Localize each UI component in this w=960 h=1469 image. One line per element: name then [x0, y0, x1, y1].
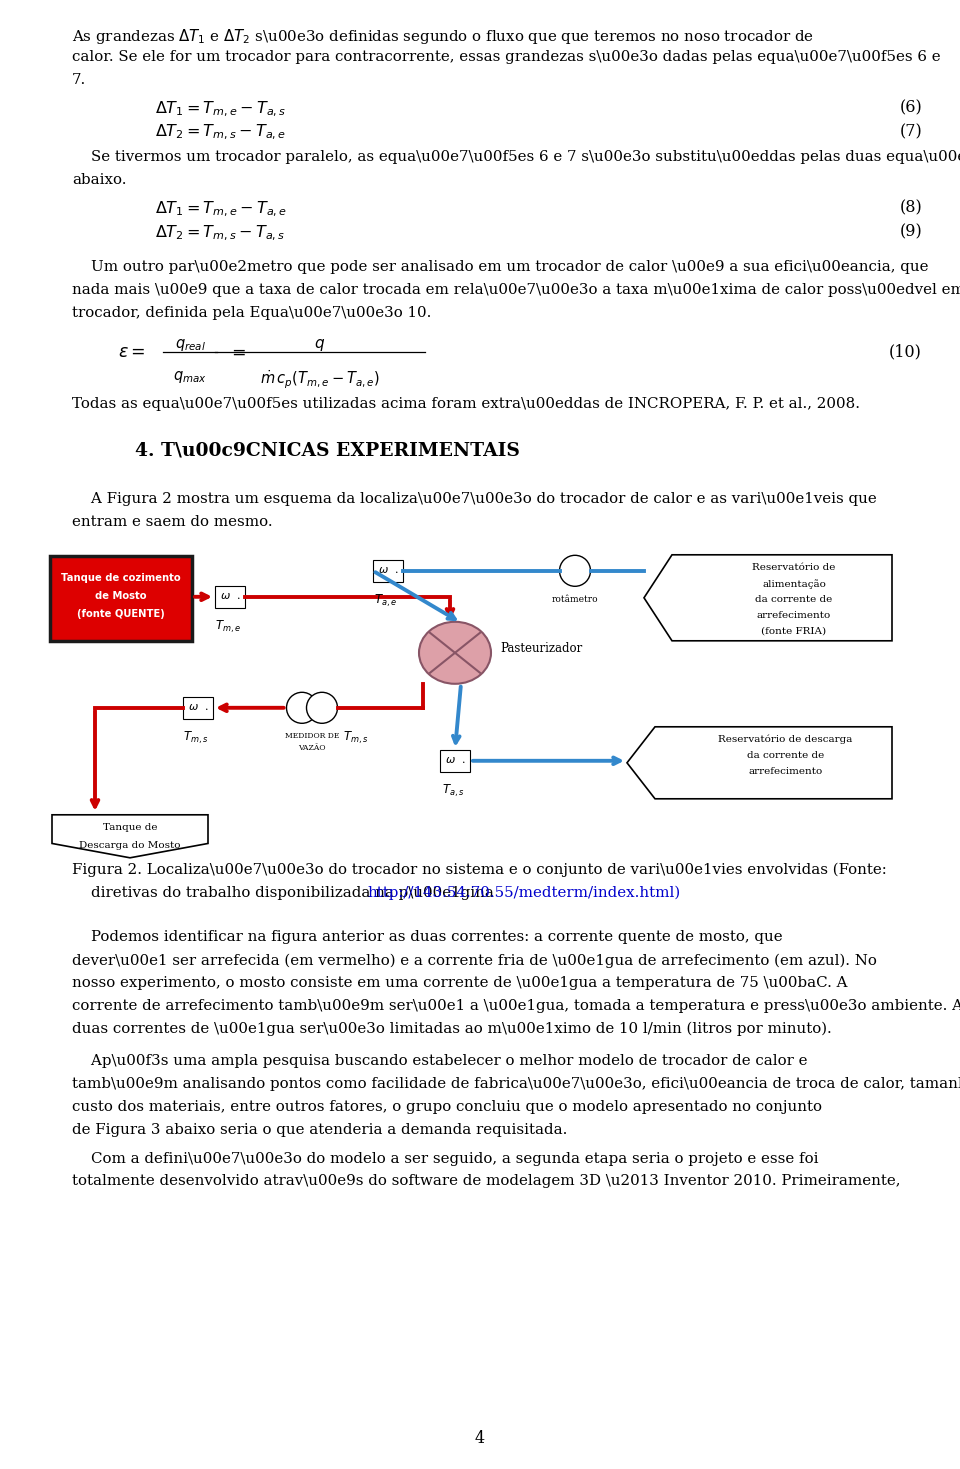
Text: A Figura 2 mostra um esquema da localiza\u00e7\u00e3o do trocador de calor e as : A Figura 2 mostra um esquema da localiza… — [72, 492, 876, 507]
Text: $q$: $q$ — [315, 336, 325, 353]
Text: $T_{a,s}$: $T_{a,s}$ — [442, 783, 465, 799]
Text: $T_{m,s}$: $T_{m,s}$ — [344, 730, 369, 746]
Text: $\omega$  .: $\omega$ . — [444, 755, 466, 765]
Text: (10): (10) — [889, 344, 922, 360]
Text: $=$: $=$ — [228, 344, 246, 360]
Text: http://143.54.70.55/medterm/index.html): http://143.54.70.55/medterm/index.html) — [367, 886, 680, 900]
Text: Reservatório de: Reservatório de — [753, 563, 836, 571]
Text: Reservatório de descarga: Reservatório de descarga — [718, 734, 852, 745]
Text: da corrente de: da corrente de — [747, 751, 824, 759]
Text: calor. Se ele for um trocador para contracorrente, essas grandezas s\u00e3o dada: calor. Se ele for um trocador para contr… — [72, 50, 941, 63]
Text: Podemos identificar na figura anterior as duas correntes: a corrente quente de m: Podemos identificar na figura anterior a… — [72, 930, 782, 945]
Text: MEDIDOR DE: MEDIDOR DE — [285, 732, 339, 740]
Text: $\omega$  .: $\omega$ . — [220, 592, 240, 601]
Text: 4. T\u00c9CNICAS EXPERIMENTAIS: 4. T\u00c9CNICAS EXPERIMENTAIS — [135, 441, 520, 460]
FancyBboxPatch shape — [183, 696, 213, 718]
Text: Com a defini\u00e7\u00e3o do modelo a ser seguido, a segunda etapa seria o proje: Com a defini\u00e7\u00e3o do modelo a se… — [72, 1152, 819, 1165]
Text: Tanque de: Tanque de — [103, 823, 157, 831]
Text: abaixo.: abaixo. — [72, 173, 127, 187]
Text: $q_{real}$: $q_{real}$ — [175, 336, 205, 353]
Polygon shape — [52, 815, 208, 858]
Text: Tanque de cozimento: Tanque de cozimento — [61, 573, 180, 583]
Text: (9): (9) — [900, 223, 922, 241]
Text: corrente de arrefecimento tamb\u00e9m ser\u00e1 a \u00e1gua, tomada a temperatur: corrente de arrefecimento tamb\u00e9m se… — [72, 999, 960, 1012]
Text: Ap\u00f3s uma ampla pesquisa buscando estabelecer o melhor modelo de trocador de: Ap\u00f3s uma ampla pesquisa buscando es… — [72, 1055, 807, 1068]
Text: alimentação: alimentação — [762, 579, 826, 589]
Circle shape — [560, 555, 590, 586]
Text: nada mais \u00e9 que a taxa de calor trocada em rela\u00e7\u00e3o a taxa m\u00e1: nada mais \u00e9 que a taxa de calor tro… — [72, 284, 960, 297]
Text: duas correntes de \u00e1gua ser\u00e3o limitadas ao m\u00e1ximo de 10 l/min (lit: duas correntes de \u00e1gua ser\u00e3o l… — [72, 1021, 831, 1036]
Text: Descarga do Mosto: Descarga do Mosto — [80, 840, 180, 849]
Text: $T_{m,e}$: $T_{m,e}$ — [215, 618, 241, 635]
Ellipse shape — [419, 621, 491, 683]
Polygon shape — [644, 555, 892, 640]
Text: $\omega$  .: $\omega$ . — [377, 566, 398, 576]
Text: Pasteurizador: Pasteurizador — [500, 642, 583, 655]
Text: (8): (8) — [900, 200, 922, 216]
Text: de Mosto: de Mosto — [95, 591, 147, 601]
Text: $\Delta T_2 = T_{m,s} - T_{a,s}$: $\Delta T_2 = T_{m,s} - T_{a,s}$ — [155, 223, 285, 242]
Text: totalmente desenvolvido atrav\u00e9s do software de modelagem 3D \u2013 Inventor: totalmente desenvolvido atrav\u00e9s do … — [72, 1174, 900, 1188]
Text: custo dos materiais, entre outros fatores, o grupo concluiu que o modelo apresen: custo dos materiais, entre outros fatore… — [72, 1100, 822, 1114]
Circle shape — [286, 692, 318, 723]
Text: $T_{a,e}$: $T_{a,e}$ — [374, 593, 397, 610]
Text: de Figura 3 abaixo seria o que atenderia a demanda requisitada.: de Figura 3 abaixo seria o que atenderia… — [72, 1122, 567, 1137]
Text: arrefecimento: arrefecimento — [749, 767, 823, 776]
Text: As grandezas $\Delta T_1$ e $\Delta T_2$ s\u00e3o definidas segundo o fluxo que : As grandezas $\Delta T_1$ e $\Delta T_2$… — [72, 26, 814, 46]
Text: $\varepsilon =$: $\varepsilon =$ — [118, 344, 146, 360]
Text: Todas as equa\u00e7\u00f5es utilizadas acima foram extra\u00eddas de INCROPERA, : Todas as equa\u00e7\u00f5es utilizadas a… — [72, 397, 860, 411]
Text: trocador, definida pela Equa\u00e7\u00e3o 10.: trocador, definida pela Equa\u00e7\u00e3… — [72, 306, 431, 320]
Text: arrefecimento: arrefecimento — [756, 611, 831, 620]
Text: (fonte FRIA): (fonte FRIA) — [761, 627, 827, 636]
Text: dever\u00e1 ser arrefecida (em vermelho) e a corrente fria de \u00e1gua de arref: dever\u00e1 ser arrefecida (em vermelho)… — [72, 953, 876, 968]
Text: $\Delta T_1 = T_{m,e} - T_{a,s}$: $\Delta T_1 = T_{m,e} - T_{a,s}$ — [155, 100, 286, 119]
Text: rotâmetro: rotâmetro — [552, 595, 598, 604]
Text: Se tivermos um trocador paralelo, as equa\u00e7\u00f5es 6 e 7 s\u00e3o substitu\: Se tivermos um trocador paralelo, as equ… — [72, 150, 960, 165]
Text: diretivas do trabalho disponibilizada na p\u00e1gina: diretivas do trabalho disponibilizada na… — [72, 886, 498, 899]
FancyBboxPatch shape — [373, 560, 403, 582]
Text: $T_{m,s}$: $T_{m,s}$ — [183, 730, 208, 746]
Text: tamb\u00e9m analisando pontos como facilidade de fabrica\u00e7\u00e3o, efici\u00: tamb\u00e9m analisando pontos como facil… — [72, 1077, 960, 1091]
Text: Figura 2. Localiza\u00e7\u00e3o do trocador no sistema e o conjunto de vari\u00e: Figura 2. Localiza\u00e7\u00e3o do troca… — [72, 862, 887, 877]
Text: $\Delta T_2 = T_{m,s} - T_{a,e}$: $\Delta T_2 = T_{m,s} - T_{a,e}$ — [155, 123, 286, 142]
Text: $\omega$  .: $\omega$ . — [187, 702, 208, 712]
Text: $q_{max}$: $q_{max}$ — [173, 369, 206, 385]
Text: Um outro par\u00e2metro que pode ser analisado em um trocador de calor \u00e9 a : Um outro par\u00e2metro que pode ser ana… — [72, 260, 928, 275]
Text: (fonte QUENTE): (fonte QUENTE) — [77, 608, 165, 618]
FancyBboxPatch shape — [50, 555, 192, 640]
Text: entram e saem do mesmo.: entram e saem do mesmo. — [72, 516, 273, 529]
Text: 4: 4 — [475, 1429, 485, 1447]
Text: VAZÃO: VAZÃO — [299, 743, 325, 752]
Text: $\dot{m}\, c_p(T_{m,e} - T_{a,e})$: $\dot{m}\, c_p(T_{m,e} - T_{a,e})$ — [260, 369, 380, 391]
Text: $\Delta T_1 = T_{m,e} - T_{a,e}$: $\Delta T_1 = T_{m,e} - T_{a,e}$ — [155, 200, 287, 219]
Circle shape — [306, 692, 338, 723]
Text: (7): (7) — [900, 123, 922, 140]
FancyBboxPatch shape — [215, 586, 245, 608]
Polygon shape — [627, 727, 892, 799]
FancyBboxPatch shape — [440, 749, 470, 771]
Text: nosso experimento, o mosto consiste em uma corrente de \u00e1gua a temperatura d: nosso experimento, o mosto consiste em u… — [72, 975, 848, 990]
Text: da corrente de: da corrente de — [756, 595, 832, 604]
Text: (6): (6) — [900, 100, 922, 116]
Text: 7.: 7. — [72, 72, 86, 87]
